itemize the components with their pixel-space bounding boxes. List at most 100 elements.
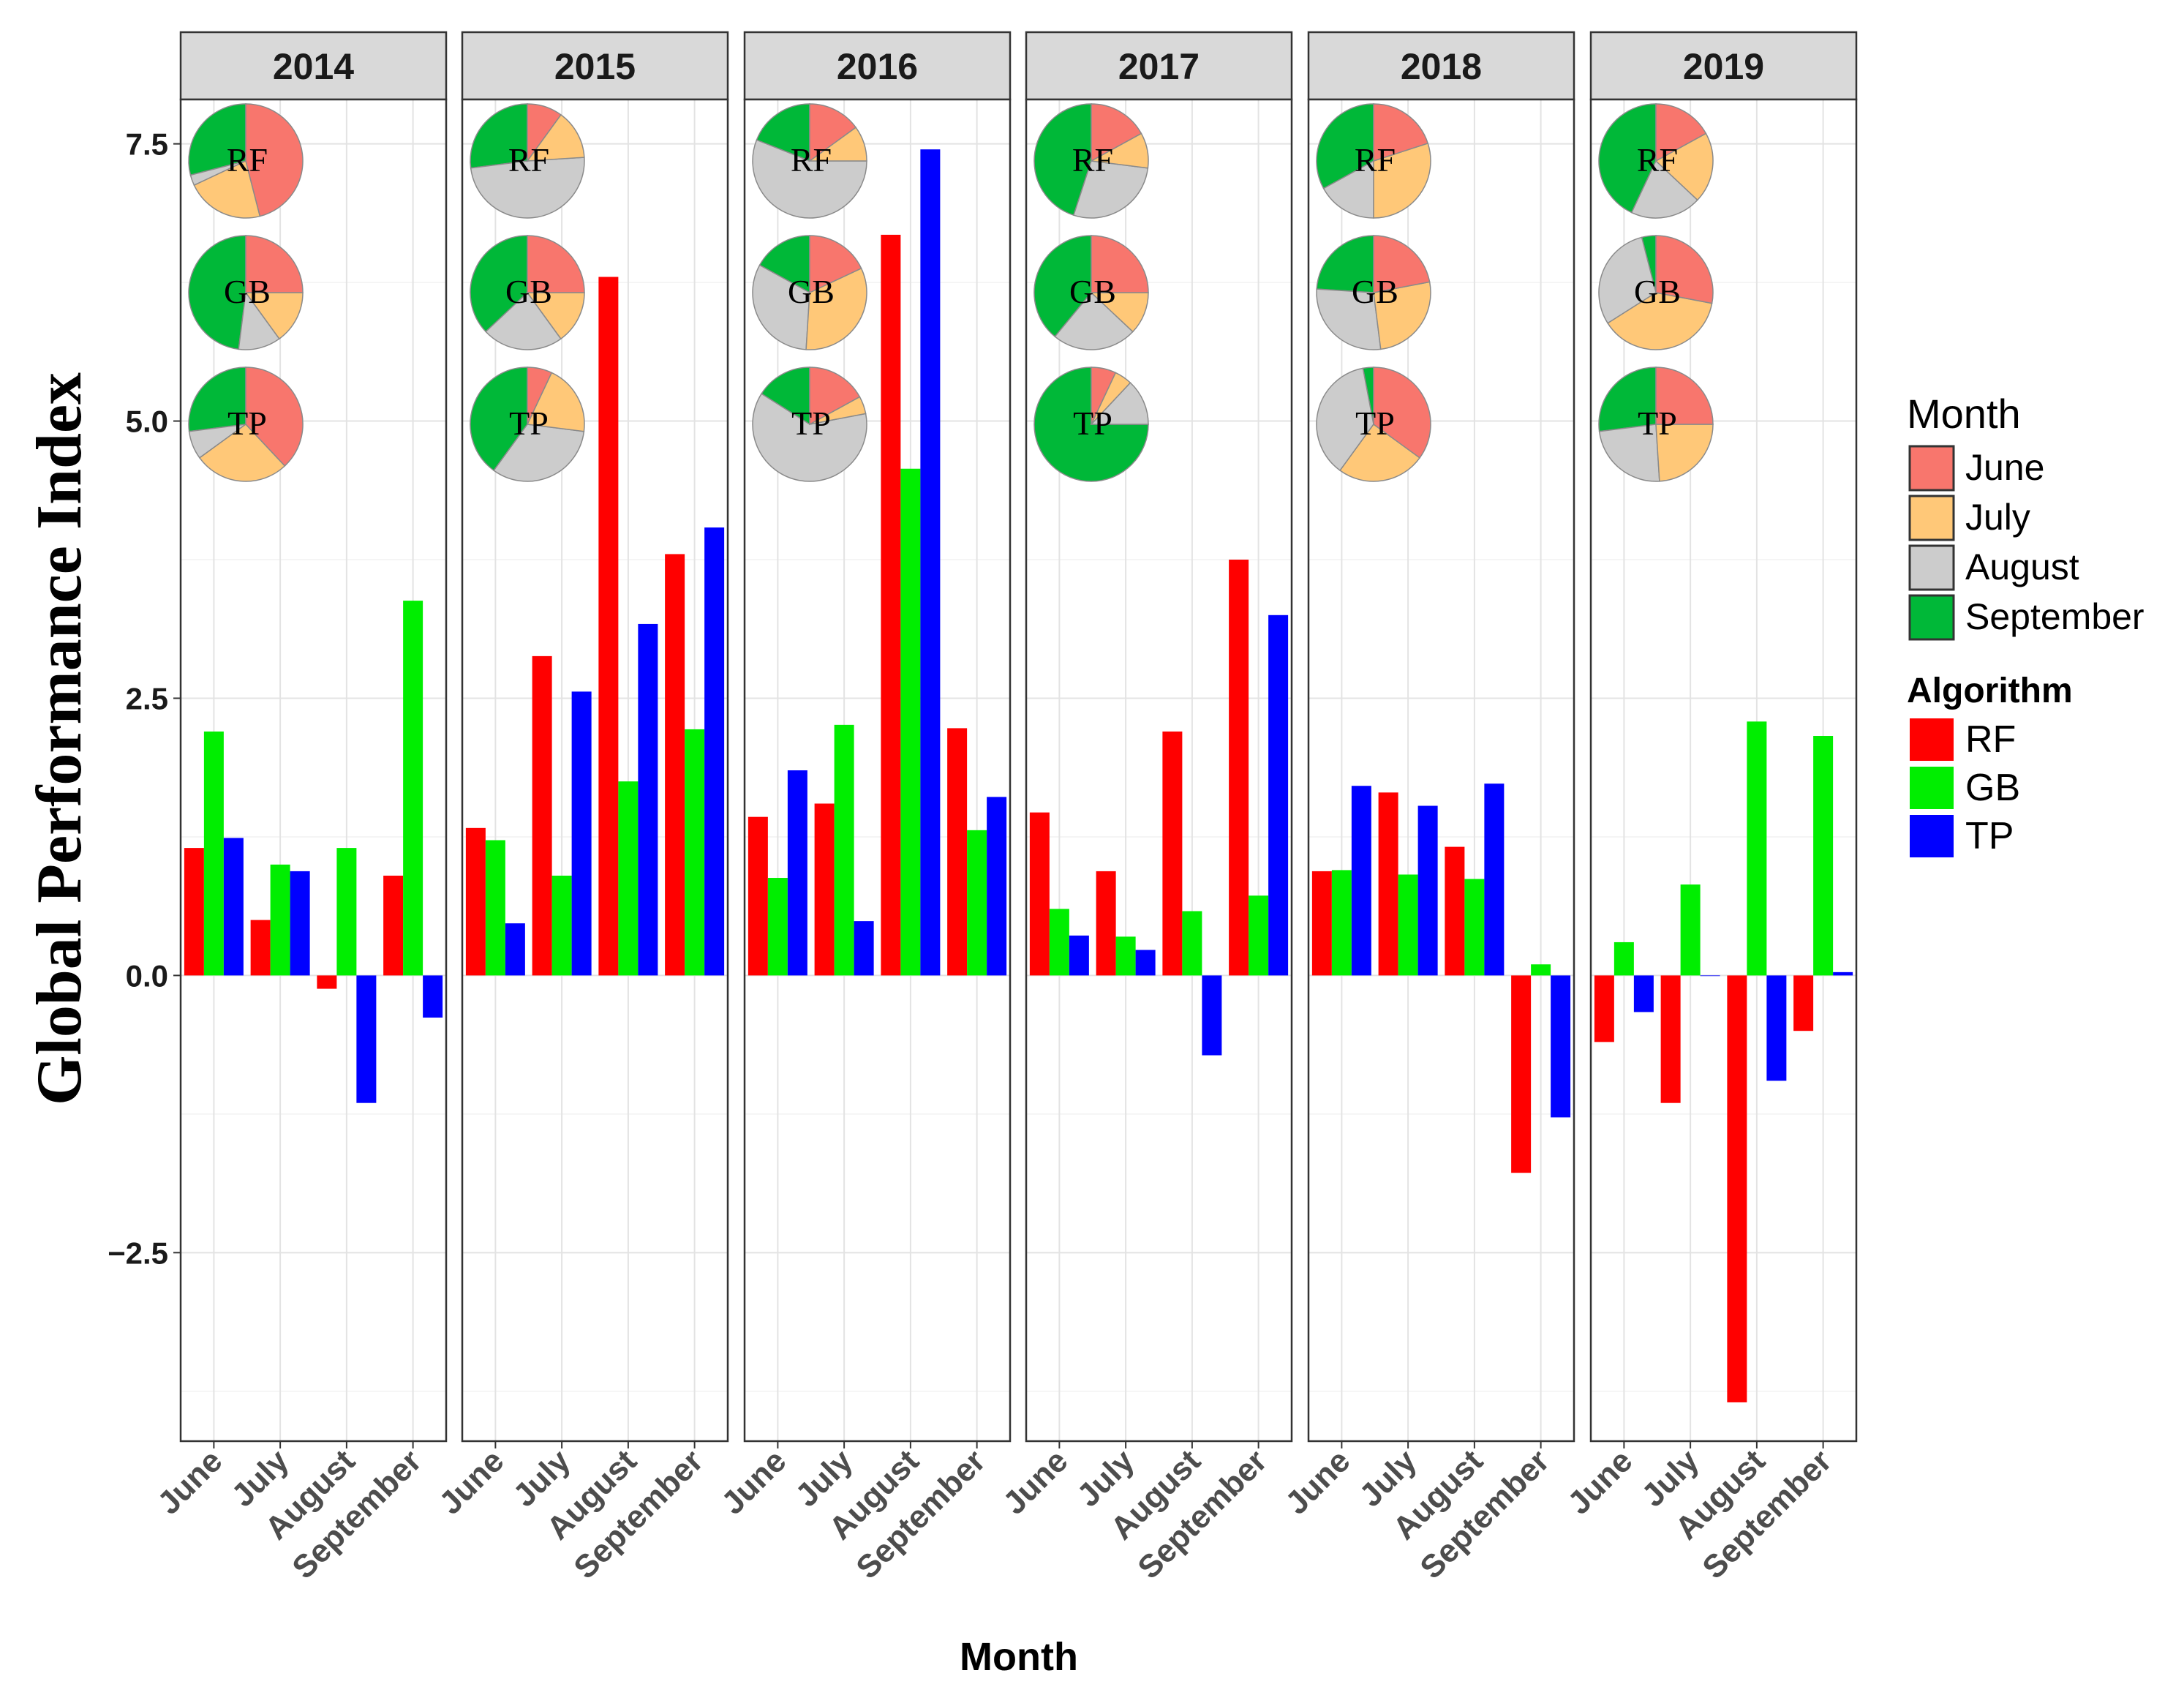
y-tick-label: 2.5 [126, 681, 168, 715]
pie-GB-2019: GB [1598, 235, 1714, 350]
bar-RF-2014-July [250, 920, 271, 976]
bar-TP-2019-June [1633, 975, 1654, 1012]
pie-TP-2015: TP [470, 367, 585, 482]
bar-TP-2017-September [1268, 615, 1289, 976]
pie-slice-september [1316, 103, 1374, 189]
pie-slice-august [752, 264, 810, 350]
bar-TP-2014-August [356, 975, 377, 1103]
facet-strip-2018 [1307, 31, 1575, 101]
bar-RF-2015-July [532, 655, 552, 976]
pie-TP-2014: TP [188, 367, 304, 482]
bar-TP-2015-September [704, 527, 725, 976]
bar-GB-2017-August [1182, 911, 1202, 976]
bar-RF-2014-June [184, 848, 204, 976]
pie-label-GB: GB [505, 273, 552, 310]
pie-slice-august [1598, 424, 1660, 482]
bar-GB-2016-July [834, 724, 854, 976]
bar-GB-2016-August [900, 468, 921, 976]
pie-label-RF: RF [1637, 141, 1678, 178]
pie-label-GB: GB [788, 273, 835, 310]
pie-slice-june [245, 103, 304, 217]
pie-slice-july [526, 113, 585, 162]
bar-TP-2018-June [1351, 786, 1371, 976]
bar-GB-2015-June [485, 840, 505, 976]
bar-TP-2016-June [787, 770, 807, 976]
legend-label-rf: RF [1965, 718, 2016, 761]
y-tick-label: 7.5 [126, 127, 168, 162]
bar-GB-2014-June [203, 731, 224, 976]
bar-GB-2017-July [1115, 936, 1136, 976]
pie-slice-july [244, 292, 304, 340]
bar-TP-2016-August [920, 149, 941, 976]
bar-RF-2015-September [665, 554, 685, 976]
bar-TP-2015-June [505, 923, 525, 976]
pie-slice-august [1322, 159, 1374, 219]
legend-title-algorithm: Algorithm [1907, 672, 2073, 710]
pie-slice-september [188, 103, 246, 176]
pie-slice-june [1373, 235, 1431, 293]
y-tick-label: 0.0 [126, 958, 168, 993]
pie-slice-july [198, 424, 286, 482]
legend-label-july: July [1965, 497, 2030, 538]
pie-slice-june [809, 367, 861, 426]
pie-slice-june [1091, 235, 1149, 293]
pie-label-TP: TP [1355, 405, 1395, 442]
pie-slice-august [1072, 160, 1149, 219]
pie-label-GB: GB [1634, 273, 1681, 310]
bar-TP-2014-July [290, 871, 310, 976]
bar-TP-2017-August [1202, 975, 1222, 1056]
bar-GB-2016-June [767, 878, 788, 976]
bar-RF-2018-September [1511, 975, 1532, 1173]
bar-GB-2018-September [1531, 964, 1551, 976]
bar-GB-2019-June [1613, 942, 1634, 976]
bar-GB-2017-September [1249, 895, 1269, 976]
pie-GB-2017: GB [1033, 235, 1149, 350]
pie-label-RF: RF [508, 141, 549, 178]
pie-slice-september [761, 367, 810, 426]
pie-RF-2015: RF [470, 103, 585, 219]
pie-slice-august [752, 393, 867, 482]
bar-TP-2019-September [1833, 971, 1853, 976]
bar-RF-2015-June [465, 827, 486, 976]
bar-RF-2018-August [1445, 846, 1465, 976]
pie-label-TP: TP [791, 405, 831, 442]
y-axis: −2.5 0.0 2.5 5.0 7.5 [108, 127, 181, 1270]
pie-slice-august [1316, 288, 1382, 350]
bar-RF-2017-September [1229, 560, 1249, 976]
bar-GB-2017-June [1049, 909, 1069, 976]
x-tick-label-june: June [151, 1443, 229, 1521]
pie-label-RF: RF [1072, 141, 1113, 178]
pie-label-GB: GB [1352, 273, 1398, 310]
legend: Month June July August September Algorithm RF G… [1907, 391, 2145, 857]
bar-GB-2014-September [403, 601, 423, 976]
bar-GB-2018-July [1398, 874, 1418, 976]
bar-RF-2017-August [1162, 731, 1183, 976]
bar-TP-2018-July [1417, 805, 1438, 976]
pie-slice-august [1598, 236, 1657, 324]
bar-RF-2016-June [748, 816, 768, 976]
pie-slice-june [809, 235, 862, 294]
facet-label-2015: 2015 [554, 46, 636, 87]
pie-RF-2017: RF [1033, 103, 1149, 219]
bar-GB-2016-September [967, 830, 987, 976]
pie-slice-june [809, 103, 857, 162]
pie-TP-2019: TP [1598, 367, 1714, 482]
pie-TP-2018: TP [1316, 367, 1431, 482]
bar-TP-2018-September [1551, 975, 1571, 1118]
pie-slice-july [1607, 292, 1713, 350]
legend-swatch-june [1908, 445, 1955, 492]
bar-GB-2015-August [618, 781, 639, 976]
pie-RF-2018: RF [1316, 103, 1431, 219]
pie-GB-2018: GB [1316, 235, 1431, 350]
panel-border [1589, 98, 1858, 1443]
pie-label-TP: TP [1638, 405, 1677, 442]
pie-slice-august [1090, 382, 1149, 425]
facet-label-2019: 2019 [1683, 46, 1764, 87]
facet-label-2014: 2014 [273, 46, 354, 87]
bar-GB-2014-August [336, 848, 357, 976]
pie-slice-june [1091, 103, 1142, 162]
legend-title-month: Month [1907, 391, 2021, 437]
pie-slice-september [470, 103, 528, 169]
pie-slice-august [493, 424, 585, 482]
